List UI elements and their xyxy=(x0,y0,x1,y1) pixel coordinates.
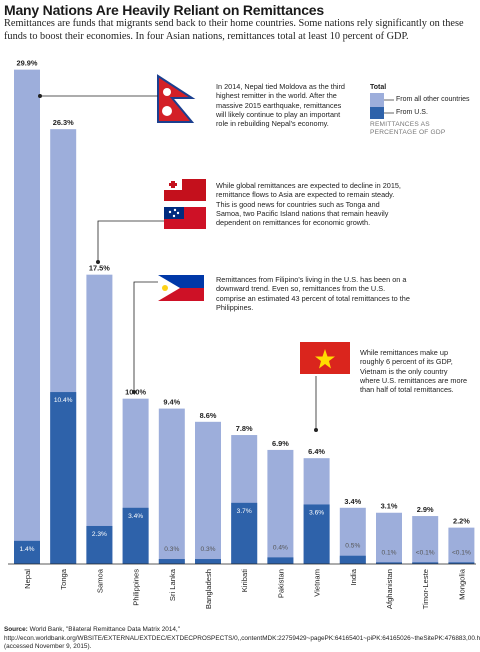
us-label: <0.1% xyxy=(452,549,471,556)
total-label: 6.4% xyxy=(308,447,325,456)
bar-total xyxy=(195,421,221,564)
us-label: 3.7% xyxy=(237,508,252,515)
annotation-vietnam: While remittances make up roughly 6 perc… xyxy=(360,348,468,395)
annotation-nepal: In 2014, Nepal tied Moldova as the third… xyxy=(216,82,345,129)
category-label: Pakistan xyxy=(276,569,285,598)
bar-total xyxy=(339,507,366,564)
category-label: Timor-Leste xyxy=(421,569,430,609)
us-label: <0.1% xyxy=(416,549,435,556)
legend-subtitle: REMITTANCES AS PERCENTAGE OF GDP xyxy=(370,121,446,136)
vietnam-flag-icon xyxy=(300,342,350,374)
legend-title: Total xyxy=(370,84,387,91)
tonga-flag-icon xyxy=(164,179,206,201)
us-label: 0.3% xyxy=(200,546,215,553)
source-note: Source: World Bank, "Bilateral Remittanc… xyxy=(4,626,480,652)
total-label: 29.9% xyxy=(17,59,38,68)
us-label: 3.6% xyxy=(309,509,324,516)
us-label: 2.3% xyxy=(92,531,107,538)
philippines-flag-icon xyxy=(158,275,204,301)
category-label: Nepal xyxy=(23,569,32,589)
chart-subtitle: Remittances are funds that migrants send… xyxy=(4,18,464,42)
bar-total xyxy=(86,274,113,564)
bar-us xyxy=(231,502,258,564)
legend-item-us: From U.S. xyxy=(396,109,428,116)
bar-us xyxy=(376,562,402,564)
bar-us xyxy=(267,557,294,564)
us-label: 0.1% xyxy=(381,549,396,556)
bar-us xyxy=(339,555,366,564)
annotation-tonga-samoa: While global remittances are expected to… xyxy=(216,181,401,228)
bar-us xyxy=(412,562,439,564)
us-label: 1.4% xyxy=(19,546,34,553)
bar-us xyxy=(50,392,77,564)
total-label: 6.9% xyxy=(272,439,289,448)
category-label: Afghanistan xyxy=(385,569,394,609)
category-label: Bangladesh xyxy=(204,569,213,609)
total-label: 2.2% xyxy=(453,517,470,526)
legend-swatch xyxy=(370,93,394,119)
flags xyxy=(157,74,350,374)
bar-total xyxy=(158,408,185,564)
bar-total xyxy=(448,527,475,564)
annotation-philippines: Remittances from Filipino's living in th… xyxy=(216,275,410,312)
category-label: Vietnam xyxy=(313,569,322,597)
us-label: 0.4% xyxy=(273,544,288,551)
bar-us xyxy=(448,562,475,564)
bar-us xyxy=(86,525,113,564)
category-label: Kiribati xyxy=(240,569,249,593)
bar-us xyxy=(158,559,185,564)
chart-title: Many Nations Are Heavily Reliant on Remi… xyxy=(4,2,324,18)
nepal-flag-icon xyxy=(157,74,196,123)
category-label: Tonga xyxy=(59,568,68,589)
bar-total xyxy=(412,516,439,564)
bar-us xyxy=(195,559,221,564)
category-label: Samoa xyxy=(95,568,104,593)
category-label: Philippines xyxy=(132,569,141,606)
bar-total xyxy=(376,512,402,564)
bar-us xyxy=(303,504,330,564)
bar-total xyxy=(14,69,40,565)
source-label: Source: xyxy=(4,626,28,633)
annotation-leaders xyxy=(38,94,318,432)
total-label: 3.1% xyxy=(381,502,398,511)
bar-us xyxy=(14,540,40,564)
category-label: Mongolia xyxy=(457,568,466,600)
total-label: 7.8% xyxy=(236,424,253,433)
category-label: Sri Lanka xyxy=(168,568,177,601)
us-label: 3.4% xyxy=(128,513,143,520)
us-label: 0.3% xyxy=(164,546,179,553)
total-label: 3.4% xyxy=(344,497,361,506)
total-label: 2.9% xyxy=(417,505,434,514)
samoa-flag-icon xyxy=(164,207,206,229)
bar-us xyxy=(122,507,149,564)
bar-total xyxy=(267,449,294,564)
source-text: World Bank, "Bilateral Remittance Data M… xyxy=(4,626,480,650)
total-label: 9.4% xyxy=(163,398,180,407)
us-label: 10.4% xyxy=(54,397,73,404)
total-label: 26.3% xyxy=(53,118,74,127)
total-label: 17.5% xyxy=(89,264,110,273)
us-label: 0.5% xyxy=(345,543,360,550)
total-label: 8.6% xyxy=(200,411,217,420)
legend-item-other: From all other countries xyxy=(396,96,470,103)
category-label: India xyxy=(349,568,358,585)
